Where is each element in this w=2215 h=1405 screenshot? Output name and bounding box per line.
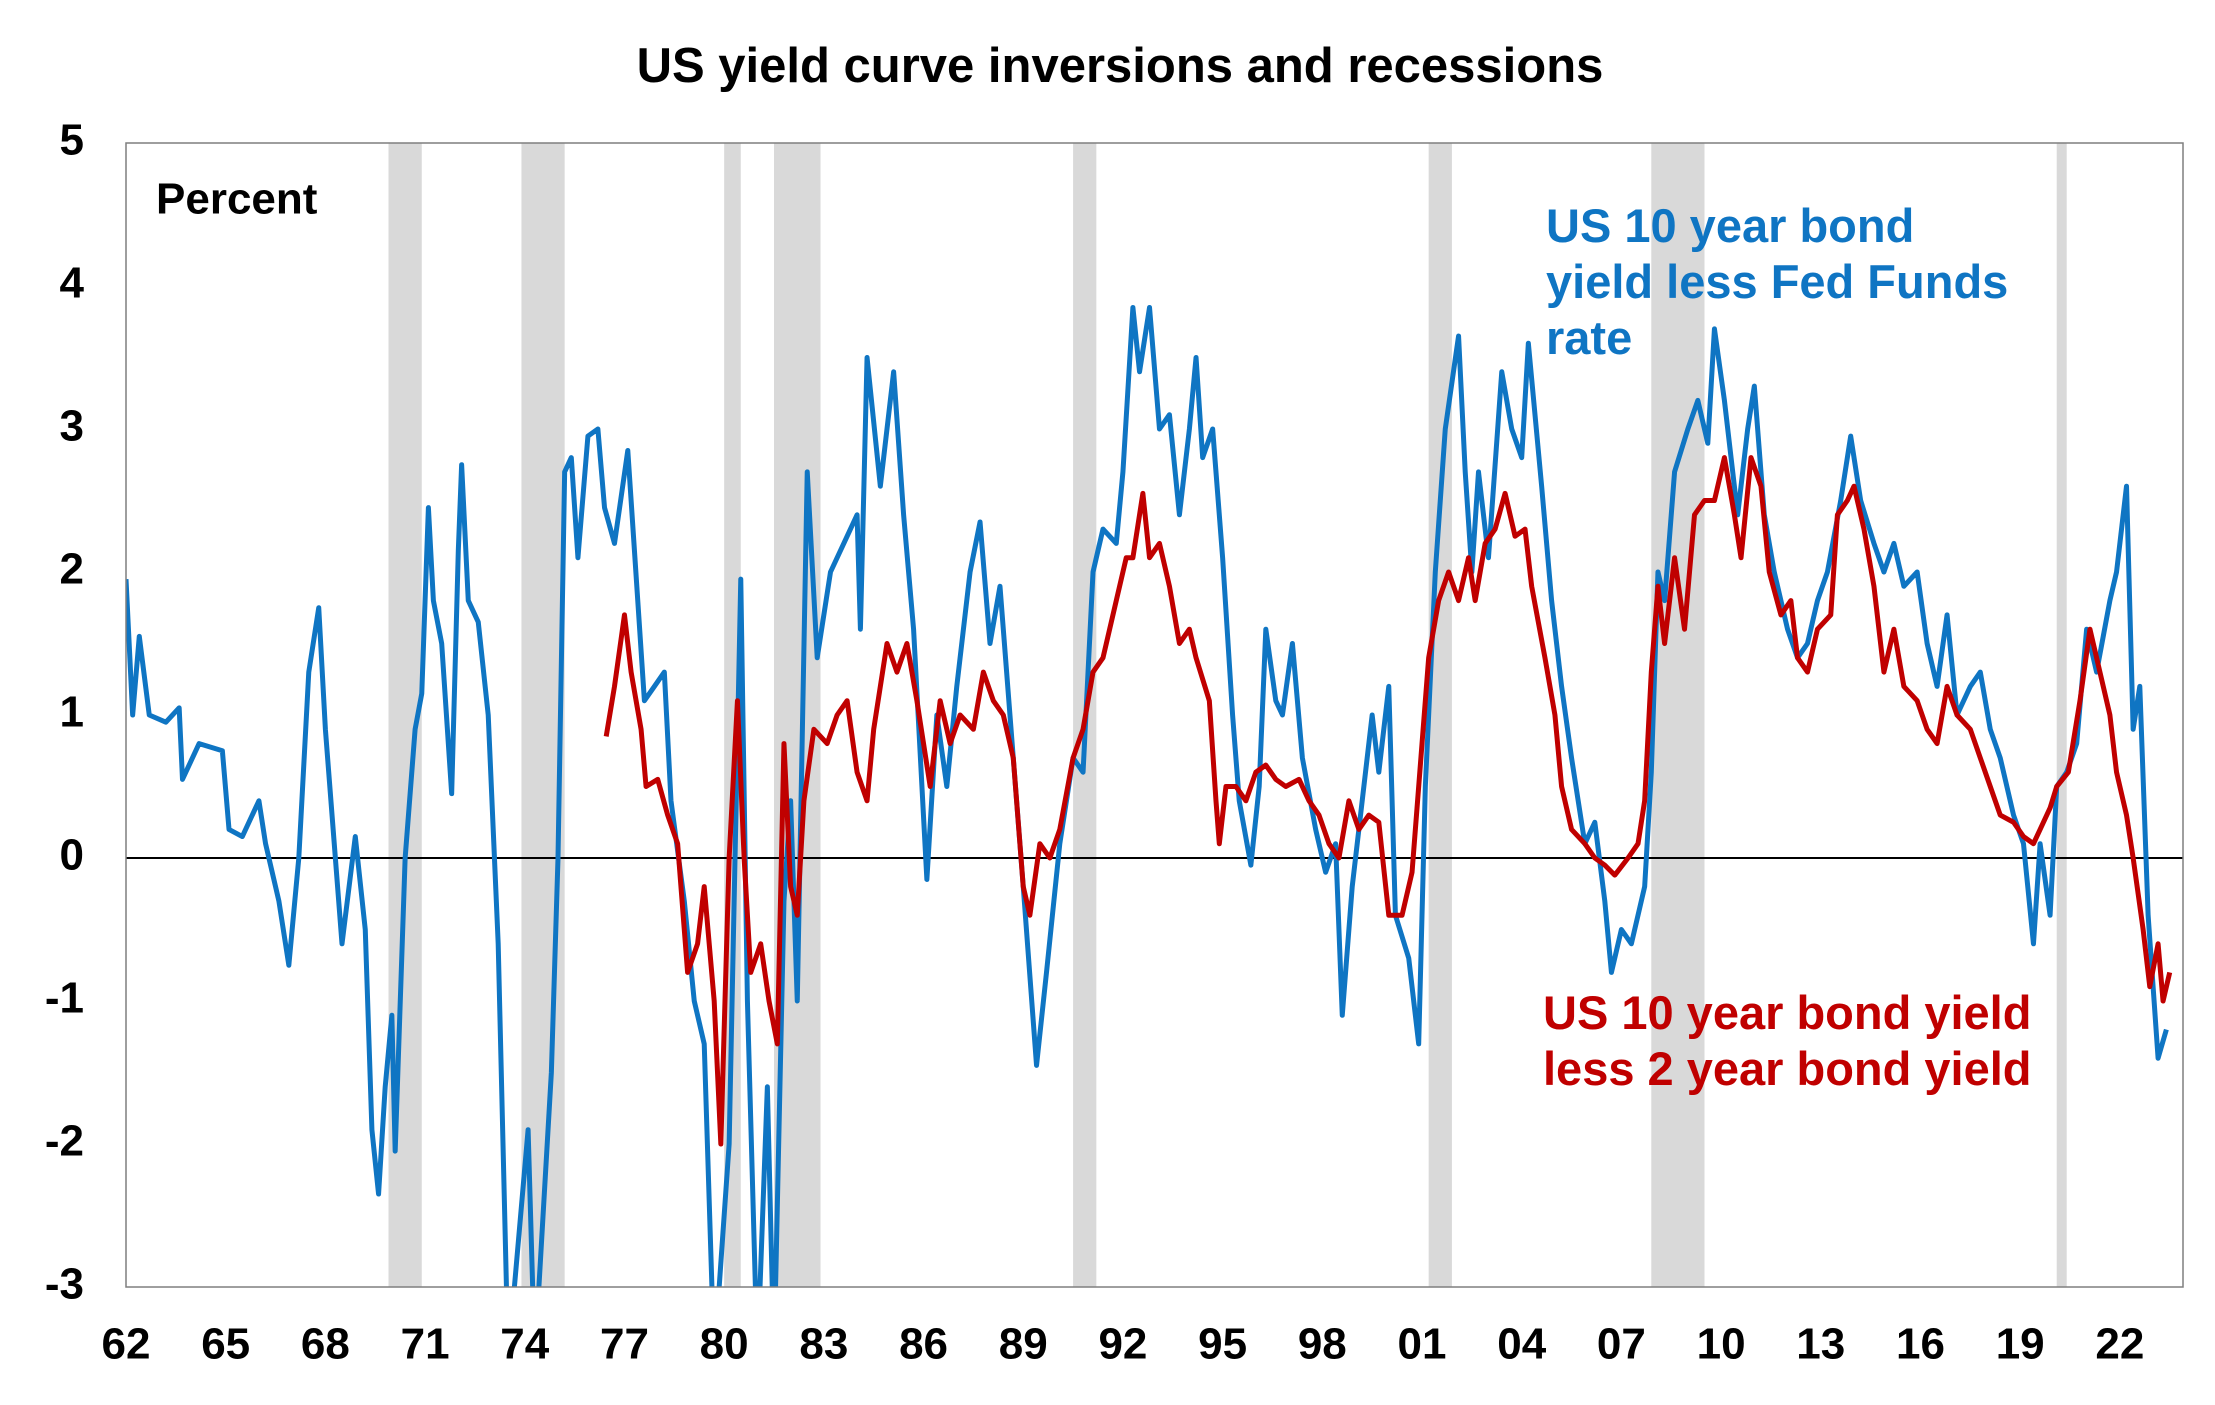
x-tick-label: 10 [1697,1320,1746,1369]
x-tick-label: 80 [700,1320,749,1369]
series-label: US 10 year bond yield less Fed Funds rat… [1546,199,2009,364]
y-tick-label: -1 [45,974,84,1023]
y-tick-label: -3 [45,1260,84,1309]
x-tick-label: 95 [1198,1320,1247,1369]
y-axis-label: Percent [156,175,318,224]
y-tick-label: 2 [60,545,84,594]
x-tick-label: 62 [102,1320,151,1369]
x-tick-label: 16 [1896,1320,1945,1369]
y-tick-label: -2 [45,1117,84,1166]
x-tick-label: 77 [600,1320,649,1369]
series-line [603,455,2173,1147]
x-tick-label: 01 [1398,1320,1447,1369]
y-tick-label: 1 [60,688,84,737]
x-tick-label: 83 [799,1320,848,1369]
plot-frame [125,142,2184,1288]
series-line [126,304,2169,1287]
x-tick-label: 74 [500,1320,549,1369]
x-tick-label: 04 [1497,1320,1546,1369]
y-tick-label: 3 [60,402,84,451]
x-tick-label: 71 [401,1320,450,1369]
x-tick-label: 22 [2095,1320,2144,1369]
y-tick-label: 4 [60,259,85,308]
plot-lines [126,304,2173,1287]
x-tick-label: 92 [1098,1320,1147,1369]
recession-band [521,143,565,1287]
y-tick-label: 5 [60,116,84,165]
recession-band [1651,143,1705,1287]
recession-band [2056,143,2067,1287]
recession-band [1428,143,1452,1287]
x-tick-label: 68 [301,1320,350,1369]
x-tick-label: 89 [999,1320,1048,1369]
chart-title: US yield curve inversions and recessions [637,39,1604,93]
x-tick-label: 13 [1796,1320,1845,1369]
y-tick-label: 0 [60,831,84,880]
x-tick-label: 07 [1597,1320,1646,1369]
x-tick-label: 19 [1996,1320,2045,1369]
series-label: US 10 year bond yield less 2 year bond y… [1543,986,2032,1095]
x-tick-label: 86 [899,1320,948,1369]
x-tick-label: 98 [1298,1320,1347,1369]
x-tick-label: 65 [201,1320,250,1369]
recession-band [724,143,741,1287]
